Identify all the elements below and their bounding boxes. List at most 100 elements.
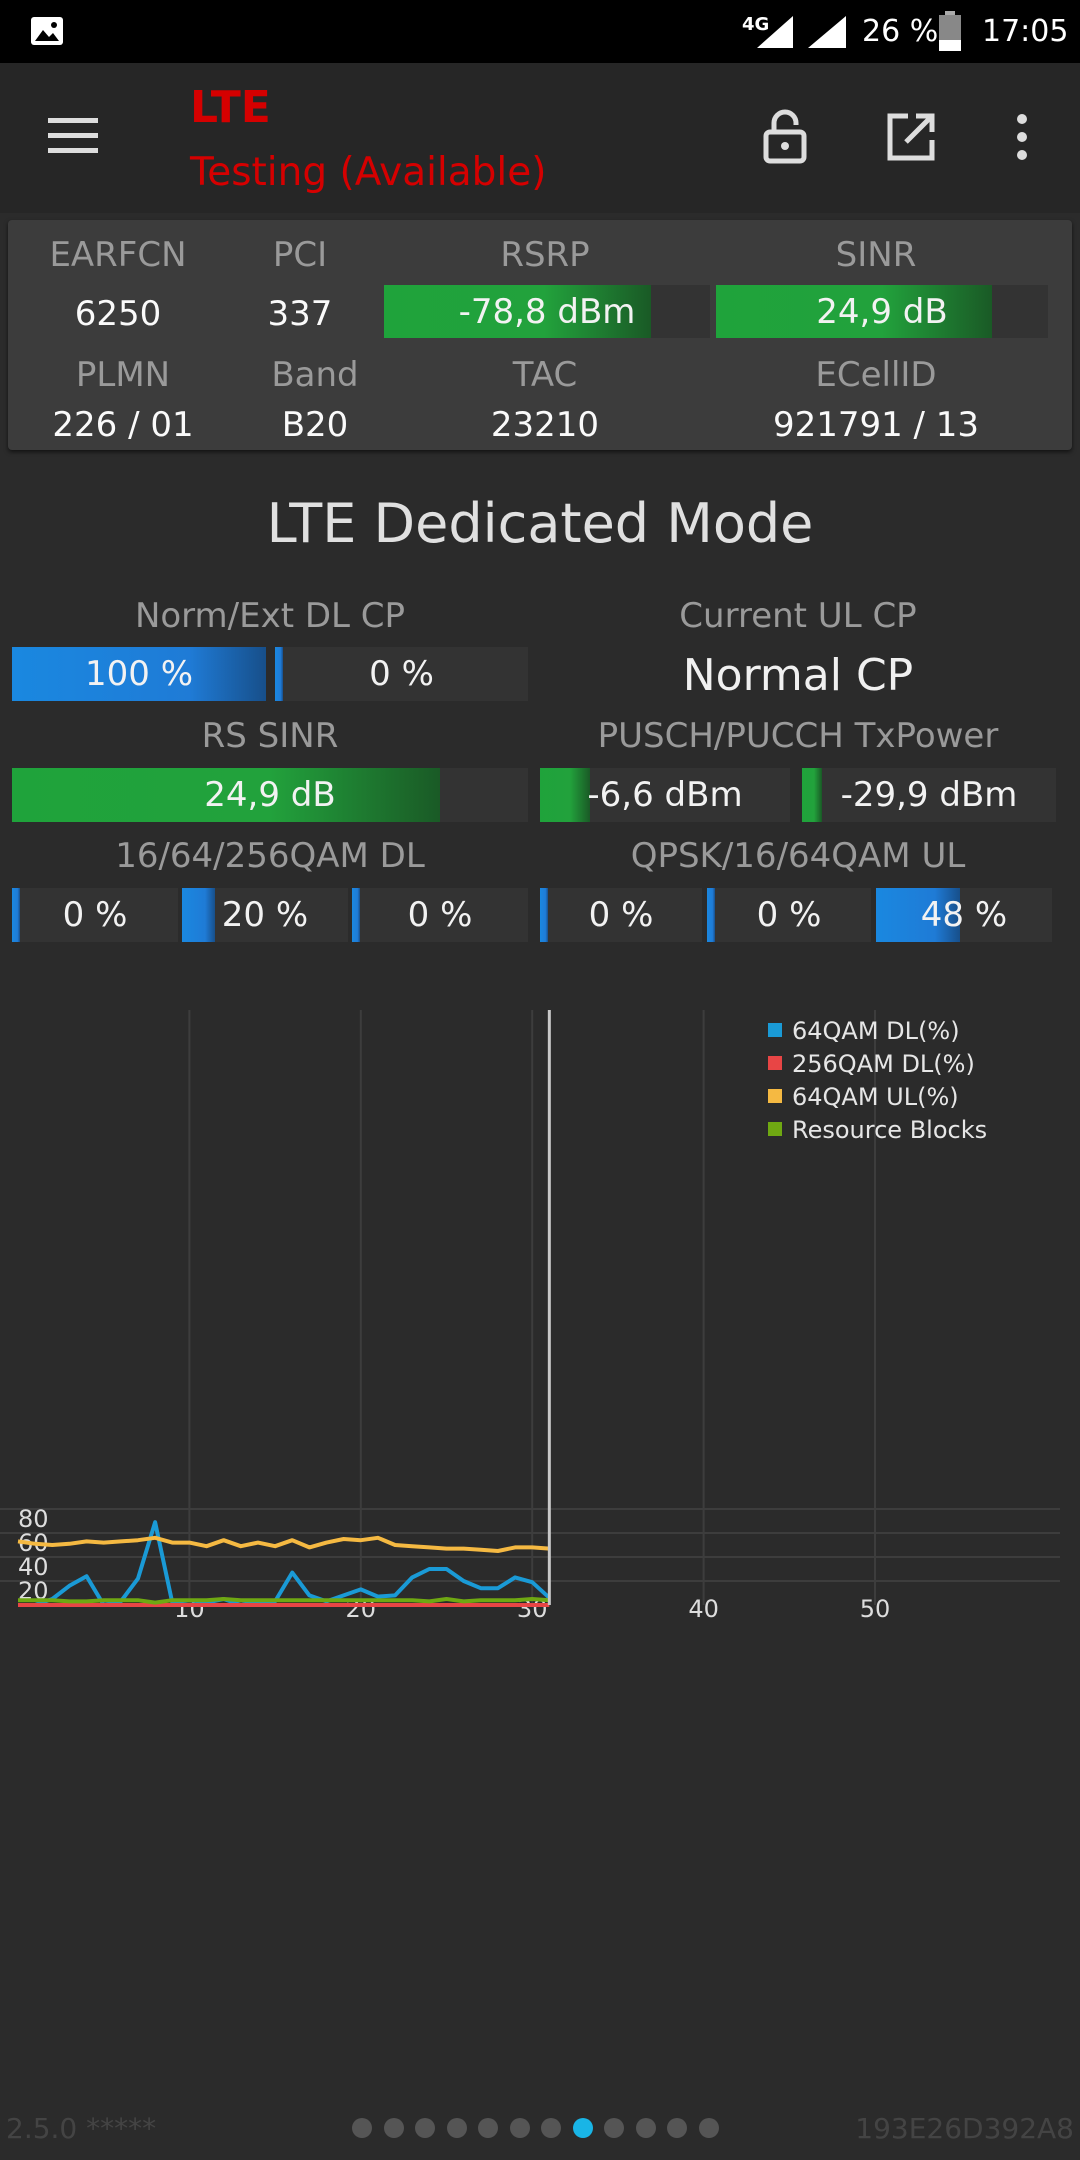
qam64-dl-value: 20 % [221, 895, 309, 935]
sinr-bar-fill [716, 285, 992, 338]
earfcn-value: 6250 [74, 294, 162, 334]
dl-cp-ext-value: 0 % [369, 654, 434, 694]
pci-value: 337 [267, 294, 333, 334]
page-dot[interactable] [383, 2118, 404, 2138]
page-dot[interactable] [698, 2118, 719, 2138]
ul-cp-label: Current UL CP [679, 596, 917, 636]
tac-label: TAC [512, 355, 578, 395]
qam16-ul-fill [707, 888, 715, 942]
plmn-label: PLMN [75, 355, 171, 395]
page-dot[interactable] [604, 2118, 624, 2138]
section-heading: LTE Dedicated Mode [266, 492, 814, 555]
sinr-label: SINR [835, 235, 917, 275]
series-line [17, 1535, 550, 1553]
network-type-label: 4G [742, 14, 770, 35]
ecellid-label: ECellID [815, 355, 937, 395]
qam16-dl-fill [12, 888, 20, 942]
legend-swatch [768, 1023, 782, 1037]
battery-percent: 26 % [862, 14, 939, 49]
lock-icon[interactable] [762, 108, 808, 164]
qam64-ul-bar: 48 % [876, 888, 1052, 942]
qam64-ul-fill [876, 888, 961, 942]
page-dot[interactable] [667, 2118, 687, 2138]
battery-icon [939, 11, 961, 51]
page-dot[interactable] [352, 2118, 372, 2138]
sinr-bar: 24,9 dB [716, 285, 1048, 338]
wifi-signal-icon [808, 16, 846, 48]
rsrp-bar: -78,8 dBm [384, 285, 710, 338]
qam16-ul-bar: 0 % [707, 888, 871, 942]
band-label: Band [271, 355, 359, 395]
ecellid-value: 921791 / 13 [772, 405, 980, 445]
qam16-ul-value: 0 % [756, 895, 822, 935]
page-dot[interactable] [509, 2118, 530, 2138]
pci-label: PCI [272, 235, 328, 275]
status-bar: 4G 26 % 17:05 [0, 0, 1080, 63]
pusch-bar: -6,6 dBm [540, 768, 790, 822]
page-dot[interactable] [541, 2118, 561, 2138]
qam-ul-label: QPSK/16/64QAM UL [630, 836, 966, 876]
page-dot[interactable] [478, 2118, 498, 2138]
x-tick-label: 40 [688, 1595, 719, 1623]
clock: 17:05 [982, 14, 1069, 49]
legend-label: 64QAM UL(%) [792, 1083, 959, 1111]
rs-sinr-value: 24,9 dB [204, 775, 336, 815]
y-tick-label: 80 [18, 1505, 49, 1533]
series-line [18, 1597, 550, 1605]
version-label: 2.5.0 ***** [6, 2112, 157, 2145]
qam256-dl-value: 0 % [407, 895, 473, 935]
x-tick-label: 50 [860, 1595, 891, 1623]
rs-sinr-fill [12, 768, 441, 822]
rsrp-value: -78,8 dBm [458, 291, 636, 332]
dl-cp-ext-fill [275, 647, 283, 701]
qpsk-ul-bar: 0 % [540, 888, 702, 942]
rsrp-label: RSRP [500, 235, 590, 275]
pucch-bar: -29,9 dBm [802, 768, 1056, 822]
page-dot[interactable] [635, 2118, 656, 2138]
ul-cp-value: Normal CP [682, 650, 914, 701]
rs-sinr-label: RS SINR [201, 716, 339, 756]
qam64-ul-value: 48 % [920, 895, 1008, 935]
more-options-icon[interactable] [1012, 112, 1032, 162]
qam64-dl-fill [182, 888, 216, 942]
qam256-dl-bar: 0 % [352, 888, 528, 942]
device-id-label: 193E26D392A8 [855, 2112, 1074, 2145]
dl-cp-ext-bar: 0 % [275, 647, 528, 701]
qam16-dl-bar: 0 % [12, 888, 178, 942]
dl-cp-norm-value: 100 % [84, 654, 193, 694]
open-external-icon[interactable] [886, 112, 936, 162]
app-bar [0, 63, 1080, 213]
legend-swatch [768, 1122, 782, 1136]
plmn-value: 226 / 01 [52, 405, 194, 445]
rsrp-bar-fill [384, 285, 652, 338]
page-dot[interactable] [415, 2118, 435, 2138]
dl-cp-norm-bar: 100 % [12, 647, 266, 701]
page-dot[interactable] [446, 2118, 467, 2138]
pucch-value: -29,9 dBm [840, 775, 1018, 815]
qam256-dl-fill [352, 888, 360, 942]
pucch-fill [802, 768, 823, 822]
page-title: LTE [190, 82, 271, 133]
qam64-dl-bar: 20 % [182, 888, 348, 942]
band-value: B20 [281, 405, 349, 445]
image-notification-icon [31, 17, 63, 45]
dl-cp-label: Norm/Ext DL CP [134, 596, 406, 636]
series-line [18, 1520, 551, 1607]
page-dot[interactable] [572, 2118, 593, 2138]
legend-label: 64QAM DL(%) [792, 1017, 960, 1045]
pusch-fill [540, 768, 590, 822]
y-tick-label: 40 [18, 1553, 49, 1581]
legend-swatch [768, 1089, 782, 1103]
page-subtitle: Testing (Available) [190, 150, 547, 195]
menu-icon[interactable] [48, 116, 98, 156]
cell-signal-icon [757, 16, 793, 48]
legend-swatch [768, 1056, 782, 1070]
rs-sinr-bar: 24,9 dB [12, 768, 528, 822]
qam-dl-label: 16/64/256QAM DL [115, 836, 425, 876]
legend-label: Resource Blocks [792, 1116, 987, 1144]
earfcn-label: EARFCN [49, 235, 187, 275]
legend-label: 256QAM DL(%) [792, 1050, 975, 1078]
sinr-value: 24,9 dB [816, 291, 948, 332]
qpsk-ul-value: 0 % [588, 895, 654, 935]
